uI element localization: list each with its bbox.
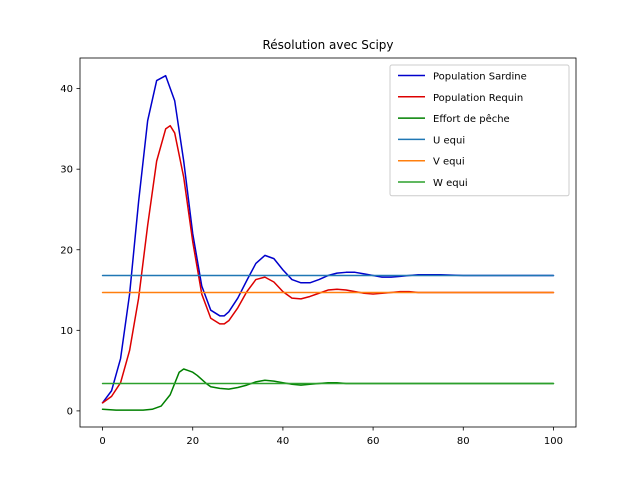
y-tick-label: 30 (60, 165, 73, 176)
chart-title: Résolution avec Scipy (262, 38, 393, 52)
y-tick-label: 20 (60, 245, 73, 256)
y-tick-label: 40 (60, 84, 73, 95)
axes-layer: 0 20 40 60 80 100 0 10 20 30 40 (60, 57, 577, 447)
legend-box (389, 64, 570, 197)
x-tick-label: 80 (457, 436, 470, 447)
x-tick-label: 0 (99, 436, 105, 447)
x-tick-label: 40 (277, 436, 290, 447)
series-line-population-requin (101, 124, 555, 404)
legend-label: W equi (433, 178, 468, 189)
legend-label: Effort de pêche (433, 113, 510, 125)
plot-frame (79, 57, 577, 428)
x-tick-label: 100 (544, 436, 563, 447)
legend: Population Sardine Population Requin Effor… (389, 64, 570, 197)
legend-label: Population Requin (433, 93, 523, 104)
y-tick-label: 10 (60, 326, 73, 337)
series-layer (101, 74, 555, 411)
x-tick-label: 60 (367, 436, 380, 447)
legend-label: U equi (433, 135, 465, 146)
y-tick-label: 0 (67, 406, 73, 417)
legend-label: Population Sardine (433, 72, 527, 83)
x-tick-label: 20 (186, 436, 199, 447)
legend-label: V equi (433, 157, 465, 168)
